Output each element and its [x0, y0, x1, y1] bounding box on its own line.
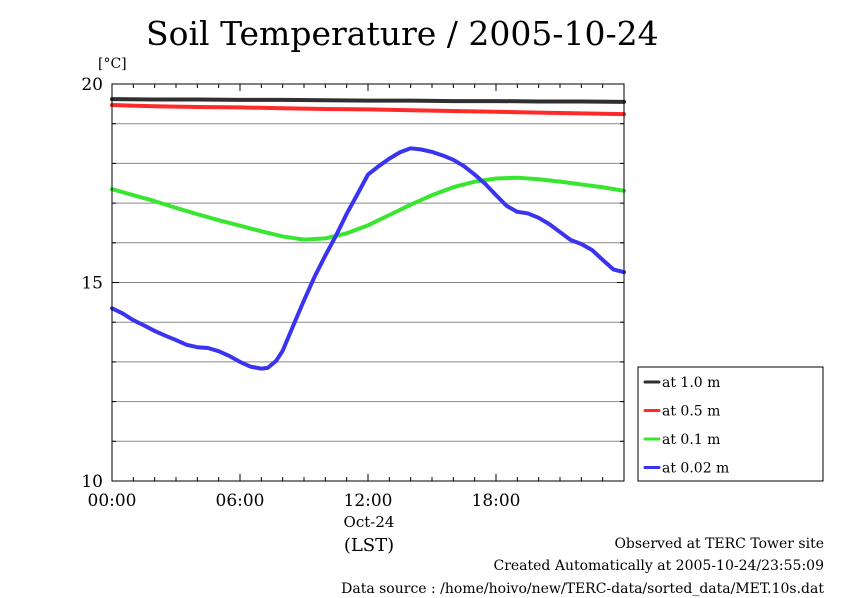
x-tick-label: 06:00 — [216, 491, 265, 511]
legend-box — [637, 366, 824, 482]
x-axis-date-label: Oct-24 — [344, 513, 395, 531]
x-tick-label: 18:00 — [472, 491, 521, 511]
series-line-0 — [110, 97, 626, 104]
series-line-1 — [110, 103, 626, 117]
legend-label: at 0.02 m — [662, 461, 729, 477]
y-axis-unit-label: [°C] — [98, 56, 127, 72]
series-line-2 — [110, 175, 626, 242]
y-tick-label: 15 — [81, 274, 103, 294]
footer-created-line: Created Automatically at 2005-10-24/23:5… — [493, 558, 824, 574]
x-tick-label: 12:00 — [344, 491, 393, 511]
x-tick-label: 00:00 — [88, 491, 137, 511]
footer-observation-line: Observed at TERC Tower site — [614, 536, 824, 552]
x-axis-time-zone-label: (LST) — [344, 535, 394, 556]
legend-label: at 0.1 m — [662, 432, 720, 448]
y-tick-label: 20 — [81, 75, 103, 95]
chart-title: Soil Temperature / 2005-10-24 — [146, 14, 659, 53]
y-tick-label: 10 — [81, 472, 103, 492]
legend-label: at 1.0 m — [662, 375, 720, 391]
legend-label: at 0.5 m — [662, 404, 720, 420]
footer-data-source-line: Data source : /home/hoivo/new/TERC-data/… — [341, 581, 824, 597]
series-line-3 — [110, 146, 626, 371]
